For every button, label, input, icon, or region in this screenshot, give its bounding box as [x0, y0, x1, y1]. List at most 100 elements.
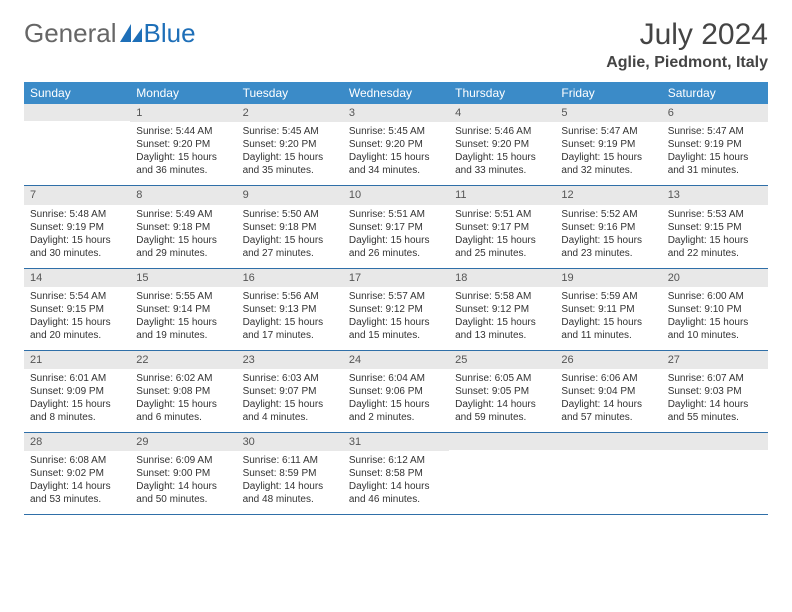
- day-cell: 7Sunrise: 5:48 AMSunset: 9:19 PMDaylight…: [24, 186, 130, 267]
- week-row: 21Sunrise: 6:01 AMSunset: 9:09 PMDayligh…: [24, 351, 768, 433]
- day-number: 22: [130, 351, 236, 369]
- sunset-text: Sunset: 9:18 PM: [243, 221, 337, 234]
- sunrise-text: Sunrise: 5:56 AM: [243, 290, 337, 303]
- day-number: [24, 104, 130, 121]
- day-cell: 1Sunrise: 5:44 AMSunset: 9:20 PMDaylight…: [130, 104, 236, 185]
- sunrise-text: Sunrise: 5:45 AM: [349, 125, 443, 138]
- sunset-text: Sunset: 9:08 PM: [136, 385, 230, 398]
- sunrise-text: Sunrise: 6:09 AM: [136, 454, 230, 467]
- day-number: 31: [343, 433, 449, 451]
- day-number: 11: [449, 186, 555, 204]
- daylight-text: Daylight: 14 hours and 53 minutes.: [30, 480, 124, 506]
- sunset-text: Sunset: 9:13 PM: [243, 303, 337, 316]
- day-of-week-header: Sunday Monday Tuesday Wednesday Thursday…: [24, 82, 768, 104]
- daylight-text: Daylight: 15 hours and 19 minutes.: [136, 316, 230, 342]
- sunrise-text: Sunrise: 6:06 AM: [561, 372, 655, 385]
- daylight-text: Daylight: 15 hours and 10 minutes.: [668, 316, 762, 342]
- day-number: 19: [555, 269, 661, 287]
- daylight-text: Daylight: 15 hours and 2 minutes.: [349, 398, 443, 424]
- daylight-text: Daylight: 15 hours and 15 minutes.: [349, 316, 443, 342]
- day-cell: 4Sunrise: 5:46 AMSunset: 9:20 PMDaylight…: [449, 104, 555, 185]
- sunset-text: Sunset: 9:19 PM: [561, 138, 655, 151]
- sunset-text: Sunset: 9:19 PM: [668, 138, 762, 151]
- week-row: 7Sunrise: 5:48 AMSunset: 9:19 PMDaylight…: [24, 186, 768, 268]
- day-cell: 28Sunrise: 6:08 AMSunset: 9:02 PMDayligh…: [24, 433, 130, 514]
- dow-sunday: Sunday: [24, 82, 130, 104]
- daylight-text: Daylight: 15 hours and 23 minutes.: [561, 234, 655, 260]
- sunrise-text: Sunrise: 5:51 AM: [349, 208, 443, 221]
- week-row: 1Sunrise: 5:44 AMSunset: 9:20 PMDaylight…: [24, 104, 768, 186]
- day-number: 7: [24, 186, 130, 204]
- sunset-text: Sunset: 9:17 PM: [349, 221, 443, 234]
- sunset-text: Sunset: 9:16 PM: [561, 221, 655, 234]
- sunrise-text: Sunrise: 6:08 AM: [30, 454, 124, 467]
- day-cell: 27Sunrise: 6:07 AMSunset: 9:03 PMDayligh…: [662, 351, 768, 432]
- day-cell: 3Sunrise: 5:45 AMSunset: 9:20 PMDaylight…: [343, 104, 449, 185]
- day-number: 10: [343, 186, 449, 204]
- sunset-text: Sunset: 9:07 PM: [243, 385, 337, 398]
- sunrise-text: Sunrise: 6:11 AM: [243, 454, 337, 467]
- daylight-text: Daylight: 14 hours and 55 minutes.: [668, 398, 762, 424]
- day-cell: 2Sunrise: 5:45 AMSunset: 9:20 PMDaylight…: [237, 104, 343, 185]
- day-cell: 29Sunrise: 6:09 AMSunset: 9:00 PMDayligh…: [130, 433, 236, 514]
- day-cell: 20Sunrise: 6:00 AMSunset: 9:10 PMDayligh…: [662, 269, 768, 350]
- daylight-text: Daylight: 15 hours and 27 minutes.: [243, 234, 337, 260]
- day-number: 23: [237, 351, 343, 369]
- logo: General Blue: [24, 18, 196, 49]
- sunset-text: Sunset: 9:15 PM: [30, 303, 124, 316]
- daylight-text: Daylight: 15 hours and 8 minutes.: [30, 398, 124, 424]
- sunset-text: Sunset: 9:14 PM: [136, 303, 230, 316]
- sunrise-text: Sunrise: 5:47 AM: [668, 125, 762, 138]
- sunrise-text: Sunrise: 5:47 AM: [561, 125, 655, 138]
- sunrise-text: Sunrise: 6:04 AM: [349, 372, 443, 385]
- sunset-text: Sunset: 9:06 PM: [349, 385, 443, 398]
- sunrise-text: Sunrise: 6:00 AM: [668, 290, 762, 303]
- sunset-text: Sunset: 9:18 PM: [136, 221, 230, 234]
- day-number: 29: [130, 433, 236, 451]
- day-number: 16: [237, 269, 343, 287]
- sunrise-text: Sunrise: 5:48 AM: [30, 208, 124, 221]
- day-number: 13: [662, 186, 768, 204]
- daylight-text: Daylight: 15 hours and 6 minutes.: [136, 398, 230, 424]
- sunrise-text: Sunrise: 6:01 AM: [30, 372, 124, 385]
- daylight-text: Daylight: 15 hours and 22 minutes.: [668, 234, 762, 260]
- day-number: 20: [662, 269, 768, 287]
- week-row: 14Sunrise: 5:54 AMSunset: 9:15 PMDayligh…: [24, 269, 768, 351]
- daylight-text: Daylight: 14 hours and 50 minutes.: [136, 480, 230, 506]
- daylight-text: Daylight: 14 hours and 48 minutes.: [243, 480, 337, 506]
- dow-thursday: Thursday: [449, 82, 555, 104]
- daylight-text: Daylight: 15 hours and 26 minutes.: [349, 234, 443, 260]
- daylight-text: Daylight: 15 hours and 32 minutes.: [561, 151, 655, 177]
- daylight-text: Daylight: 15 hours and 29 minutes.: [136, 234, 230, 260]
- day-number: 1: [130, 104, 236, 122]
- dow-saturday: Saturday: [662, 82, 768, 104]
- day-cell: 13Sunrise: 5:53 AMSunset: 9:15 PMDayligh…: [662, 186, 768, 267]
- sunset-text: Sunset: 9:15 PM: [668, 221, 762, 234]
- dow-wednesday: Wednesday: [343, 82, 449, 104]
- day-cell: 23Sunrise: 6:03 AMSunset: 9:07 PMDayligh…: [237, 351, 343, 432]
- daylight-text: Daylight: 15 hours and 30 minutes.: [30, 234, 124, 260]
- day-number: 4: [449, 104, 555, 122]
- sunset-text: Sunset: 8:58 PM: [349, 467, 443, 480]
- day-cell: [449, 433, 555, 514]
- daylight-text: Daylight: 15 hours and 4 minutes.: [243, 398, 337, 424]
- sunrise-text: Sunrise: 5:52 AM: [561, 208, 655, 221]
- day-number: 25: [449, 351, 555, 369]
- sunrise-text: Sunrise: 5:59 AM: [561, 290, 655, 303]
- day-cell: 15Sunrise: 5:55 AMSunset: 9:14 PMDayligh…: [130, 269, 236, 350]
- day-cell: 6Sunrise: 5:47 AMSunset: 9:19 PMDaylight…: [662, 104, 768, 185]
- day-cell: 5 Sunrise: 5:47 AMSunset: 9:19 PMDaylight…: [555, 104, 661, 185]
- day-number: 12: [555, 186, 661, 204]
- day-cell: 24Sunrise: 6:04 AMSunset: 9:06 PMDayligh…: [343, 351, 449, 432]
- day-number: 30: [237, 433, 343, 451]
- day-cell: [24, 104, 130, 185]
- day-cell: 8Sunrise: 5:49 AMSunset: 9:18 PMDaylight…: [130, 186, 236, 267]
- daylight-text: Daylight: 14 hours and 57 minutes.: [561, 398, 655, 424]
- day-number: 5: [555, 104, 661, 122]
- sunset-text: Sunset: 9:20 PM: [136, 138, 230, 151]
- sunset-text: Sunset: 9:12 PM: [349, 303, 443, 316]
- logo-sail-icon: [120, 18, 142, 49]
- day-cell: 12 Sunrise: 5:52 AMSunset: 9:16 PMDayligh…: [555, 186, 661, 267]
- sunset-text: Sunset: 9:12 PM: [455, 303, 549, 316]
- sunrise-text: Sunrise: 5:51 AM: [455, 208, 549, 221]
